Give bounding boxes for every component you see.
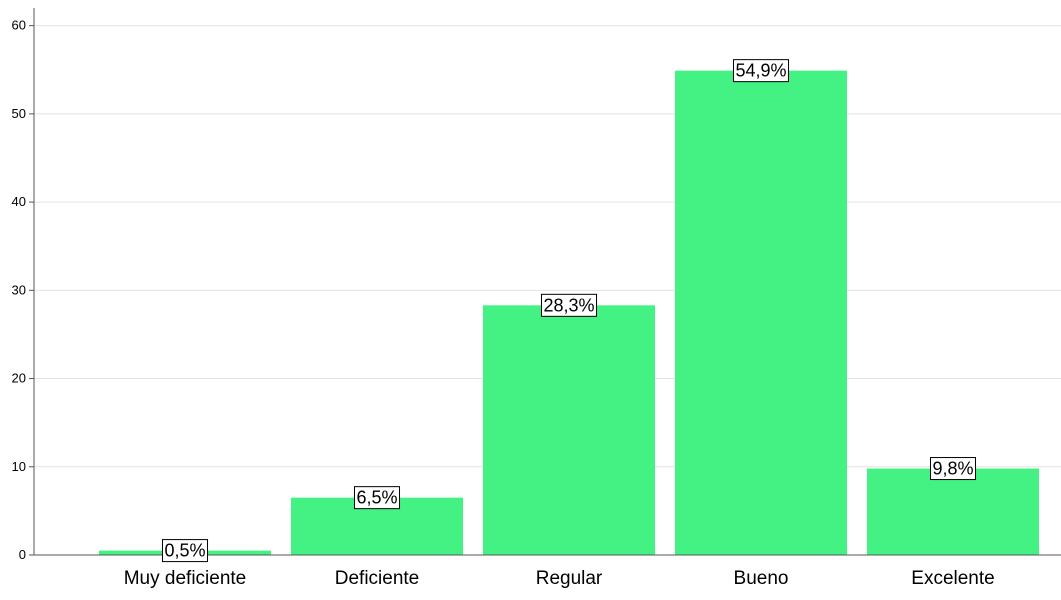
y-tick-label: 40 xyxy=(12,194,26,209)
y-tick-label: 20 xyxy=(12,371,26,386)
data-label: 6,5% xyxy=(356,488,397,508)
data-label: 54,9% xyxy=(735,61,786,81)
data-label: 0,5% xyxy=(164,541,205,561)
bar xyxy=(867,469,1039,555)
y-tick-label: 60 xyxy=(12,18,26,33)
x-tick-label: Muy deficiente xyxy=(124,568,247,589)
y-tick-label: 0 xyxy=(19,547,26,562)
x-tick-label: Bueno xyxy=(734,568,789,589)
y-tick-label: 50 xyxy=(12,106,26,121)
data-label: 9,8% xyxy=(932,459,973,479)
bar xyxy=(675,71,847,555)
y-tick-label: 10 xyxy=(12,459,26,474)
bar xyxy=(483,305,655,555)
y-tick-label: 30 xyxy=(12,282,26,297)
x-tick-label: Regular xyxy=(536,568,603,589)
y-axis: 0 10 20 30 40 50 60 xyxy=(12,8,34,562)
x-tick-label: Deficiente xyxy=(335,568,420,589)
x-tick-label: Excelente xyxy=(911,568,994,589)
data-label: 28,3% xyxy=(543,295,594,315)
